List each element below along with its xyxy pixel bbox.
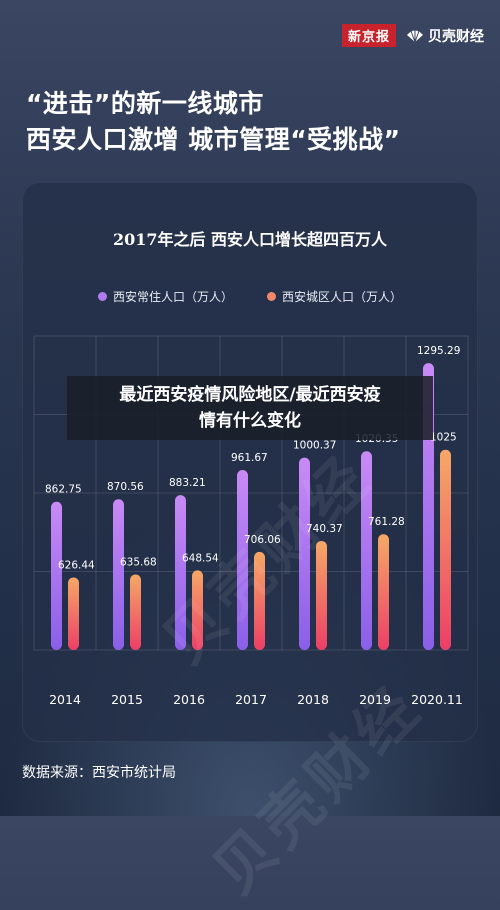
chart-bars	[51, 363, 451, 650]
bar-resident-value-label: 961.67	[231, 452, 268, 464]
legend-label-resident: 西安常住人口（万人）	[112, 290, 233, 304]
legend-item-resident: 西安常住人口（万人）	[97, 288, 233, 305]
bar-urban-value-label: 1025	[430, 432, 457, 444]
bar-resident-value-label: 870.56	[107, 481, 144, 493]
masthead: 新京报 贝壳财经	[341, 24, 484, 47]
bar-resident	[237, 470, 248, 650]
chart-legend: 西安常住人口（万人） 西安城区人口（万人）	[22, 288, 478, 305]
bar-urban-value-label: 635.68	[120, 556, 157, 568]
bar-urban	[440, 449, 451, 650]
x-tick-label: 2015	[111, 692, 143, 707]
legend-label-urban: 西安城区人口（万人）	[282, 290, 403, 304]
legend-dot-urban	[267, 292, 276, 301]
x-tick-label: 2020.11	[411, 692, 463, 707]
bar-urban-value-label: 740.37	[306, 523, 343, 535]
beike-brand: 贝壳财经	[406, 26, 484, 46]
overlay-title-line-2: 情有什么变化	[199, 411, 301, 431]
headline-line-2: 西安人口激增 城市管理“受挑战”	[26, 125, 401, 154]
article-title-overlay[interactable]: 最近西安疫情风险地区/最近西安疫 情有什么变化	[67, 376, 433, 440]
x-tick-label: 2014	[49, 692, 81, 707]
bar-resident	[175, 495, 186, 650]
legend-dot-resident	[97, 292, 107, 301]
bar-urban	[254, 551, 265, 650]
bar-resident-value-label: 883.21	[169, 477, 206, 489]
chart-title: 2017年之后 西安人口增长超四百万人	[112, 230, 388, 249]
bar-urban	[130, 574, 141, 650]
headline: “进击”的新一线城市 西安人口激增 城市管理“受挑战”	[26, 86, 401, 158]
bar-resident	[51, 501, 62, 650]
bar-resident	[361, 451, 372, 650]
bar-urban-value-label: 648.54	[182, 552, 219, 564]
bar-chart-plot: 862.75 626.44 870.56 635.68 883.21 648.54 961.…	[33, 335, 469, 707]
bar-urban	[192, 570, 203, 650]
x-tick-label: 2016	[173, 692, 205, 707]
bar-resident-value-label: 1295.29	[417, 345, 460, 357]
bar-urban	[378, 534, 389, 650]
shell-icon	[407, 29, 423, 42]
bar-resident-value-label: 862.75	[45, 484, 82, 496]
bar-resident	[113, 499, 124, 650]
headline-line-1: “进击”的新一线城市	[26, 89, 264, 118]
chart-card: 2017年之后 西安人口增长超四百万人 西安常住人口（万人） 西安城区人口（万人…	[22, 182, 478, 907]
brand-name: 贝壳财经	[428, 28, 484, 45]
bar-urban	[316, 540, 327, 650]
x-tick-label: 2017	[235, 692, 267, 707]
data-source: 数据来源：西安市统计局	[22, 765, 176, 781]
bar-urban-value-label: 706.06	[244, 534, 281, 546]
bar-urban-value-label: 626.44	[58, 559, 95, 571]
x-tick-label: 2019	[359, 692, 391, 707]
bar-urban-value-label: 761.28	[368, 516, 405, 528]
chart-value-labels: 862.75 626.44 870.56 635.68 883.21 648.54 961.…	[45, 345, 460, 571]
x-tick-label: 2018	[297, 692, 329, 707]
overlay-title-line-1: 最近西安疫情风险地区/最近西安疫	[119, 385, 381, 405]
bar-resident-value-label: 1000.37	[293, 440, 336, 452]
legend-item-urban: 西安城区人口（万人）	[267, 288, 402, 305]
bar-resident	[299, 457, 310, 650]
bar-urban	[68, 577, 79, 650]
chart-x-ticks: 2014 2015 2016 2017 2018 2019 2020.11	[49, 692, 463, 707]
xinjingbao-logo: 新京报	[341, 24, 396, 47]
